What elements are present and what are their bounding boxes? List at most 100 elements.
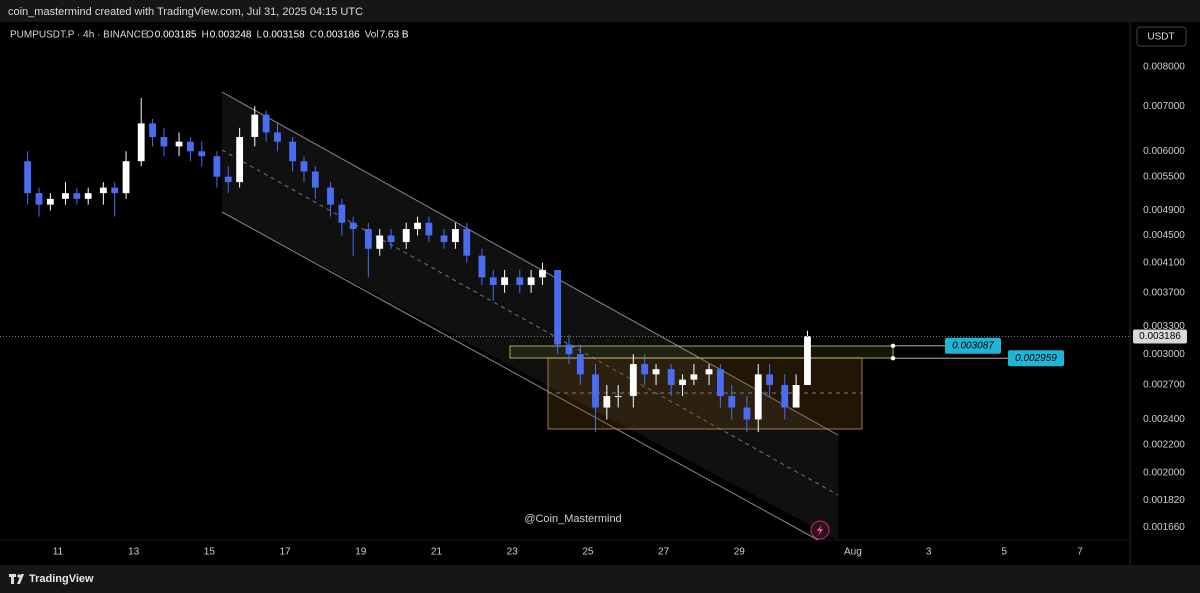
x-tick-label: 5 — [1002, 547, 1008, 558]
y-tick-label: 0.003000 — [1143, 349, 1185, 360]
candle-body — [414, 222, 421, 230]
candle-body — [641, 364, 649, 375]
y-tick-label: 0.004100 — [1143, 257, 1185, 268]
candle-body — [792, 385, 800, 408]
candle-body — [376, 235, 384, 249]
candle-body — [84, 193, 92, 199]
y-tick-label: 0.003300 — [1143, 321, 1185, 332]
candle-body — [99, 187, 107, 194]
legend-key: C — [310, 30, 317, 41]
candle-body — [478, 255, 486, 278]
y-tick-label: 0.001660 — [1143, 522, 1185, 533]
candle-body — [402, 229, 410, 243]
candle-body — [289, 141, 297, 162]
candle-body — [160, 136, 168, 147]
candle-body — [728, 396, 736, 408]
candle-body — [440, 235, 448, 243]
candle-body — [766, 374, 774, 386]
candle-body — [592, 374, 599, 408]
x-tick-label: 19 — [355, 547, 367, 558]
candle-body — [576, 354, 584, 375]
top-bar — [0, 0, 1200, 22]
candle-body — [198, 151, 206, 157]
candle-body — [603, 396, 611, 408]
symbol: PUMPUSDT.P · 4h · BINANCE — [10, 30, 148, 41]
candle-body — [489, 277, 497, 285]
footer-bar — [0, 565, 1200, 593]
y-tick-label: 0.006000 — [1143, 146, 1185, 157]
candle-body — [565, 344, 573, 355]
candle-body — [743, 407, 751, 420]
candle-body — [705, 369, 713, 375]
candle-body — [149, 123, 156, 137]
x-tick-label: 7 — [1077, 547, 1083, 558]
legend-value: 7.63 B — [380, 30, 409, 41]
currency[interactable]: USDT — [1147, 32, 1174, 43]
price-label-box — [1008, 350, 1064, 367]
currency-button[interactable] — [1136, 26, 1187, 47]
candle-body — [137, 123, 145, 162]
x-tick-label: 13 — [128, 547, 140, 558]
y-tick-label: 0.008000 — [1143, 62, 1185, 73]
channel-fill — [222, 92, 838, 540]
price-label-box — [945, 337, 1001, 354]
y-tick-label: 0.004900 — [1143, 205, 1185, 216]
x-tick-label: 23 — [507, 547, 519, 558]
candle-body — [554, 269, 562, 345]
watermark: @Coin_Mastermind — [524, 513, 621, 525]
candle-body — [679, 379, 686, 386]
candle-body — [716, 369, 724, 397]
candle-body — [754, 374, 762, 420]
legend: PUMPUSDT.P · 4h · BINANCE O 0.003185 H 0.00… — [10, 30, 409, 41]
candle-body — [24, 161, 32, 194]
candle-body — [224, 176, 232, 183]
candle-body — [213, 156, 221, 177]
candle-body — [667, 369, 675, 386]
legend-key: L — [256, 30, 262, 41]
x-tick-label: Aug — [844, 547, 862, 558]
y-tick-label: 0.007000 — [1143, 101, 1185, 112]
y-tick-label: 0.002000 — [1143, 467, 1185, 478]
candle-body — [175, 141, 183, 147]
candle-body — [690, 374, 698, 380]
legend-value: 0.003248 — [210, 30, 252, 41]
footer-logo — [9, 574, 24, 584]
legend-value: 0.003158 — [263, 30, 305, 41]
legend-key: H — [202, 30, 209, 41]
price-label-text: 0.002959 — [1015, 353, 1057, 364]
x-tick-label: 29 — [734, 547, 746, 558]
candle-body — [387, 235, 395, 243]
price-label-dot — [890, 343, 896, 348]
legend-key: Vol — [365, 30, 379, 41]
y-tick-label: 0.002700 — [1143, 380, 1185, 391]
y-tick-label: 0.002400 — [1143, 414, 1185, 425]
candle-body — [274, 132, 281, 142]
candle-body — [629, 364, 637, 397]
last-price-label: 0.003186 — [1139, 331, 1181, 342]
y-tick-label: 0.003700 — [1143, 287, 1185, 298]
x-tick-label: 11 — [53, 547, 64, 558]
candle-body — [349, 222, 357, 230]
candle-body — [46, 198, 54, 205]
last-price-tag — [1133, 329, 1187, 344]
legend-value: 0.003185 — [155, 30, 197, 41]
candle-body — [35, 193, 43, 205]
candle-body — [338, 204, 346, 223]
candle-body — [364, 229, 372, 249]
price-label-dot — [890, 355, 896, 361]
channel-upper — [221, 91, 839, 436]
x-tick-label: 3 — [926, 547, 932, 558]
candle-body — [501, 277, 509, 285]
candle-body — [251, 114, 259, 137]
candle-body — [614, 396, 622, 398]
candle-body — [425, 222, 433, 236]
candle-body — [781, 385, 789, 408]
candle-body — [187, 141, 194, 152]
candle-body — [311, 171, 319, 188]
candle-body — [236, 136, 244, 183]
plot: 0.003087 0.002959 — [0, 97, 1130, 432]
candle-body — [262, 114, 270, 133]
x-tick-label: 21 — [431, 547, 443, 558]
